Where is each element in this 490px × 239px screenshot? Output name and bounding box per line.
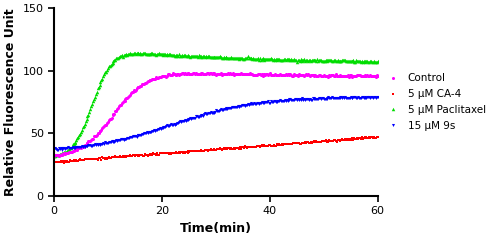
15 μM 9s: [224, 107, 230, 110]
5 μM CA-4: [224, 147, 230, 150]
5 μM Paclitaxel: [202, 56, 208, 59]
5 μM CA-4: [362, 136, 368, 139]
5 μM CA-4: [374, 135, 380, 138]
5 μM CA-4: [371, 136, 377, 139]
15 μM 9s: [138, 134, 144, 136]
Line: Control: Control: [52, 71, 379, 157]
5 μM CA-4: [51, 161, 57, 164]
15 μM 9s: [372, 96, 378, 98]
5 μM CA-4: [138, 154, 144, 157]
Control: [201, 72, 207, 75]
5 μM Paclitaxel: [51, 154, 57, 157]
15 μM 9s: [51, 148, 57, 151]
5 μM CA-4: [243, 146, 249, 148]
15 μM 9s: [55, 148, 61, 151]
Control: [374, 75, 380, 77]
Y-axis label: Relative Fluorescence Unit: Relative Fluorescence Unit: [4, 8, 17, 196]
15 μM 9s: [201, 112, 207, 115]
15 μM 9s: [243, 103, 249, 106]
5 μM Paclitaxel: [363, 60, 368, 63]
Control: [371, 75, 377, 77]
5 μM CA-4: [374, 136, 380, 139]
5 μM Paclitaxel: [138, 52, 144, 55]
Control: [362, 74, 368, 77]
Legend: Control, 5 μM CA-4, 5 μM Paclitaxel, 15 μM 9s: Control, 5 μM CA-4, 5 μM Paclitaxel, 15 …: [383, 73, 486, 130]
Control: [224, 73, 230, 76]
5 μM Paclitaxel: [244, 57, 250, 60]
15 μM 9s: [374, 95, 380, 98]
5 μM CA-4: [201, 149, 207, 152]
5 μM CA-4: [61, 161, 67, 164]
Line: 5 μM Paclitaxel: 5 μM Paclitaxel: [52, 51, 379, 158]
Control: [243, 73, 249, 76]
5 μM Paclitaxel: [52, 154, 58, 157]
Line: 5 μM CA-4: 5 μM CA-4: [53, 135, 379, 164]
5 μM Paclitaxel: [149, 51, 155, 54]
X-axis label: Time(min): Time(min): [180, 222, 252, 235]
5 μM Paclitaxel: [225, 57, 231, 60]
Line: 15 μM 9s: 15 μM 9s: [52, 95, 379, 151]
Control: [137, 84, 143, 87]
15 μM 9s: [363, 97, 368, 100]
15 μM 9s: [350, 95, 356, 98]
Control: [51, 154, 57, 157]
5 μM Paclitaxel: [372, 61, 378, 64]
Control: [191, 71, 197, 74]
5 μM Paclitaxel: [374, 60, 380, 63]
